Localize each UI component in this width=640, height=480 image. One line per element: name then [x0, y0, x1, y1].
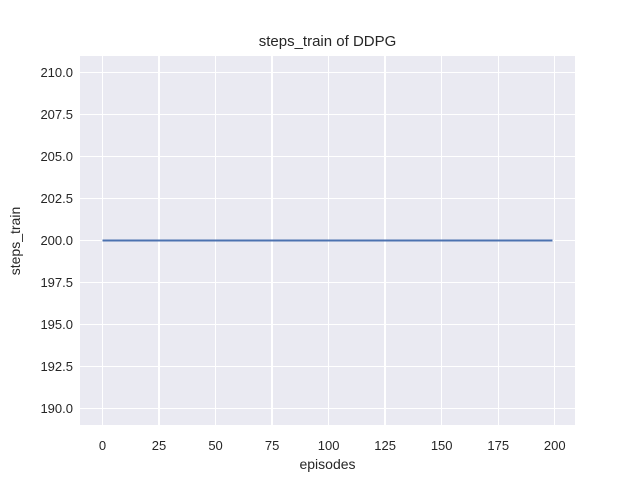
x-tick-label: 0 — [98, 438, 107, 453]
gridline-vertical — [101, 56, 104, 425]
y-tick-label: 195.0 — [40, 316, 73, 332]
x-tick-label: 50 — [208, 438, 223, 453]
x-tick-label: 75 — [264, 438, 280, 453]
gridline-horizontal — [80, 114, 575, 116]
y-tick-label: 190.0 — [40, 400, 73, 416]
x-tick-label: 25 — [151, 438, 167, 453]
x-tick-label: 150 — [430, 438, 453, 453]
y-tick-label: 205.0 — [40, 149, 73, 165]
gridline-horizontal — [80, 407, 575, 409]
x-axis-label: episodes — [299, 456, 356, 472]
gridline-horizontal — [80, 197, 575, 200]
y-axis-label: steps_train — [7, 206, 23, 276]
plot-area — [80, 56, 575, 425]
gridline-horizontal — [80, 281, 575, 284]
x-tick-label: 200 — [543, 438, 566, 453]
y-tick-label: 200.0 — [40, 233, 73, 248]
y-tick-label: 192.5 — [40, 358, 73, 374]
x-tick-label: 125 — [374, 438, 396, 453]
y-tick-label: 210.0 — [40, 65, 73, 81]
chart-title: steps_train of DDPG — [258, 33, 397, 50]
y-tick-label: 202.5 — [40, 191, 73, 207]
y-tick-label: 197.5 — [40, 274, 73, 290]
gridline-horizontal — [80, 365, 575, 367]
x-tick-label: 100 — [317, 438, 340, 453]
gridline-vertical — [554, 56, 556, 425]
x-tick-label: 175 — [487, 438, 510, 453]
gridline-horizontal — [80, 72, 575, 74]
series-line — [102, 239, 553, 242]
y-tick-label: 207.5 — [40, 107, 73, 123]
gridline-horizontal — [80, 155, 575, 158]
gridline-horizontal — [80, 323, 575, 326]
